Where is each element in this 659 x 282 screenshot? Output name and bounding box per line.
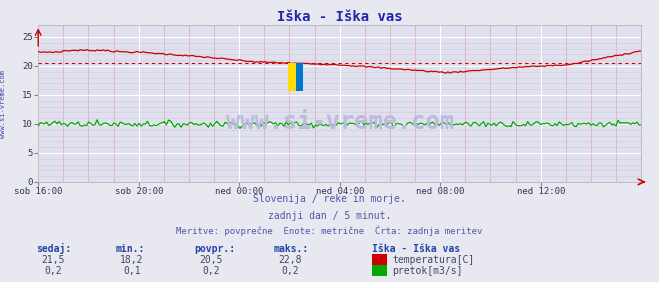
Text: Meritve: povprečne  Enote: metrične  Črta: zadnja meritev: Meritve: povprečne Enote: metrične Črta:… xyxy=(177,226,482,236)
Text: www.si-vreme.com: www.si-vreme.com xyxy=(226,111,453,135)
Bar xyxy=(296,63,303,91)
Text: 20,5: 20,5 xyxy=(199,255,223,265)
Text: sedaj:: sedaj: xyxy=(36,243,71,254)
Title: Iška - Iška vas: Iška - Iška vas xyxy=(277,10,403,24)
Text: Slovenija / reke in morje.: Slovenija / reke in morje. xyxy=(253,194,406,204)
Text: 22,8: 22,8 xyxy=(278,255,302,265)
Text: www.si-vreme.com: www.si-vreme.com xyxy=(0,70,7,138)
Text: 18,2: 18,2 xyxy=(120,255,144,265)
Text: 0,2: 0,2 xyxy=(281,266,299,276)
Text: Iška - Iška vas: Iška - Iška vas xyxy=(372,244,461,254)
Text: 0,1: 0,1 xyxy=(123,266,140,276)
Text: temperatura[C]: temperatura[C] xyxy=(392,255,474,265)
Text: maks.:: maks.: xyxy=(273,244,308,254)
Text: 0,2: 0,2 xyxy=(202,266,219,276)
Text: 0,2: 0,2 xyxy=(44,266,61,276)
Text: pretok[m3/s]: pretok[m3/s] xyxy=(392,266,463,276)
Text: povpr.:: povpr.: xyxy=(194,244,235,254)
Text: zadnji dan / 5 minut.: zadnji dan / 5 minut. xyxy=(268,211,391,221)
Text: 21,5: 21,5 xyxy=(41,255,65,265)
Text: min.:: min.: xyxy=(115,244,145,254)
